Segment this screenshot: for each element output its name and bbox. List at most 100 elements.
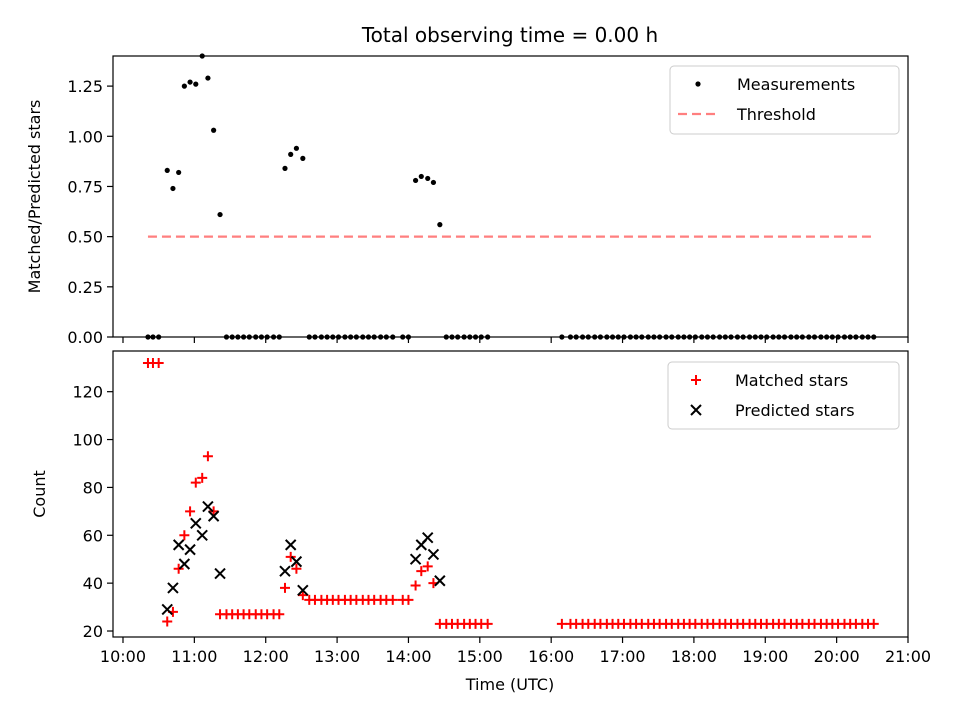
measurement-point xyxy=(223,334,230,340)
matched-star-point xyxy=(197,472,208,483)
legend-swatch xyxy=(691,375,701,385)
measurement-point xyxy=(150,334,156,340)
matched-star-point xyxy=(422,561,433,572)
measurement-point xyxy=(425,175,431,182)
y-tick-label: 20 xyxy=(83,622,103,641)
measurement-point xyxy=(276,334,282,340)
x-tick-label: 19:00 xyxy=(742,647,788,666)
measurement-point xyxy=(199,53,205,59)
measurement-point xyxy=(734,334,741,340)
measurement-point xyxy=(871,334,877,340)
predicted-star-point xyxy=(409,553,422,565)
measurement-point xyxy=(156,334,162,340)
matched-star-point xyxy=(410,580,421,591)
matched-star-point xyxy=(868,618,879,629)
x-tick-label: 17:00 xyxy=(599,647,645,666)
measurement-point xyxy=(585,334,591,340)
y-tick-label: 60 xyxy=(83,526,103,545)
matched-star-point xyxy=(279,582,290,593)
matched-star-point xyxy=(274,609,285,620)
y-axis-label: Matched/Predicted stars xyxy=(25,100,44,294)
matched-star-point xyxy=(162,616,173,627)
measurement-point xyxy=(253,334,259,340)
predicted-star-point xyxy=(434,575,446,587)
legend-label: Measurements xyxy=(737,75,855,94)
measurement-point xyxy=(211,127,217,133)
y-tick-label: 40 xyxy=(83,574,103,593)
measurement-point xyxy=(437,222,443,228)
predicted-star-point xyxy=(178,558,191,570)
measurement-point xyxy=(318,334,324,340)
matched-star-point xyxy=(179,530,190,541)
x-tick-label: 18:00 xyxy=(671,647,717,666)
y-tick-label: 0.50 xyxy=(67,228,103,247)
measurement-point xyxy=(306,334,312,340)
measurement-point xyxy=(400,334,406,340)
measurement-point xyxy=(335,334,342,340)
measurement-point xyxy=(776,334,782,340)
measurement-point xyxy=(770,334,776,340)
y-tick-label: 120 xyxy=(72,383,103,402)
y-tick-label: 1.00 xyxy=(67,127,103,146)
predicted-star-point xyxy=(172,539,185,551)
measurement-point xyxy=(621,334,627,340)
measurement-point xyxy=(258,334,265,340)
measurement-point xyxy=(592,334,598,340)
count-panel: 20 40 60 80 100 120 10:00 11:00 12:00 13:00 14:00 1… xyxy=(30,350,931,666)
measurement-point xyxy=(235,334,241,340)
measurement-point xyxy=(657,334,663,340)
measurement-point xyxy=(405,334,412,340)
matched-star-point xyxy=(202,451,213,462)
measurement-point xyxy=(663,334,669,340)
x-tick-label: 16:00 xyxy=(528,647,574,666)
measurement-point xyxy=(728,334,734,340)
measurement-point xyxy=(609,334,616,340)
measurement-point xyxy=(246,334,252,340)
measurement-point xyxy=(573,334,579,340)
measurement-point xyxy=(300,155,306,161)
measurement-point xyxy=(841,334,848,340)
measurement-point xyxy=(342,334,348,340)
x-tick-label: 13:00 xyxy=(314,647,360,666)
measurement-point xyxy=(806,334,812,340)
y-tick-label: 0.00 xyxy=(67,328,103,347)
measurement-point xyxy=(467,334,473,340)
measurement-point xyxy=(430,179,437,186)
measurement-point xyxy=(240,334,247,340)
measurement-point xyxy=(746,334,753,340)
y-tick-label: 0.25 xyxy=(67,278,103,297)
measurement-point xyxy=(799,334,805,340)
measurement-point xyxy=(282,165,288,171)
predicted-star-point xyxy=(422,531,434,544)
y-tick-label: 80 xyxy=(83,478,103,497)
x-tick-label: 15:00 xyxy=(457,647,503,666)
measurement-point xyxy=(835,334,841,340)
measurement-point xyxy=(710,334,716,340)
measurement-point xyxy=(645,334,651,340)
measurement-point xyxy=(485,334,491,340)
measurement-point xyxy=(390,334,396,340)
x-tick-label: 20:00 xyxy=(814,647,860,666)
y-tick-label: 0.75 xyxy=(67,177,103,196)
measurement-point xyxy=(615,334,621,340)
measurement-point xyxy=(353,334,359,340)
measurement-point xyxy=(669,334,675,340)
matched-star-point xyxy=(153,357,164,368)
matched-star-point xyxy=(416,566,427,577)
legend-label: Matched stars xyxy=(735,371,848,390)
legend-label: Predicted stars xyxy=(735,401,855,420)
measurement-point xyxy=(418,173,424,180)
predicted-star-point xyxy=(207,510,220,522)
matched-star-point xyxy=(185,506,196,517)
predicted-star-point xyxy=(161,603,173,616)
measurement-point xyxy=(716,334,723,340)
legend: Matched stars Predicted stars xyxy=(667,361,900,430)
x-tick-label: 12:00 xyxy=(243,647,289,666)
measurement-point xyxy=(170,185,176,192)
measurement-point xyxy=(788,334,794,340)
legend-swatch xyxy=(690,404,702,416)
measurement-point xyxy=(181,83,187,89)
measurement-point xyxy=(383,334,389,340)
predicted-star-point xyxy=(190,517,202,530)
measurement-point xyxy=(288,151,294,157)
